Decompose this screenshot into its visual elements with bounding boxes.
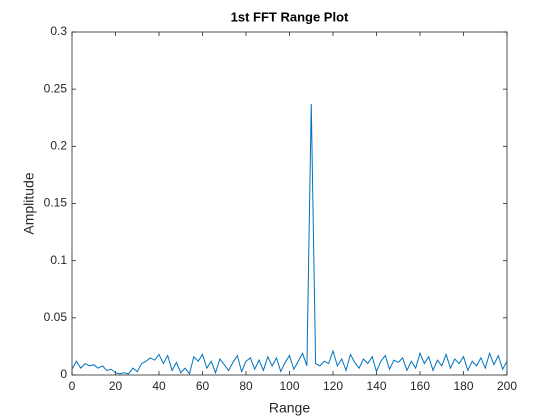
y-tick-label: 0.2 <box>50 139 67 153</box>
y-tick-label: 0 <box>60 367 67 381</box>
y-axis-label: Amplitude <box>21 172 37 234</box>
x-tick-label: 80 <box>239 379 253 393</box>
x-tick-label: 160 <box>410 379 430 393</box>
x-axis-label: Range <box>269 400 310 416</box>
x-tick-label: 60 <box>196 379 210 393</box>
x-tick-label: 180 <box>453 379 473 393</box>
x-tick-label: 0 <box>69 379 76 393</box>
y-tick-label: 0.15 <box>44 196 68 210</box>
x-tick-label: 40 <box>152 379 166 393</box>
x-tick-label: 100 <box>279 379 299 393</box>
x-tick-label: 140 <box>366 379 386 393</box>
plot-box <box>71 31 508 376</box>
y-tick-label: 0.3 <box>50 24 67 38</box>
chart-title: 1st FFT Range Plot <box>231 9 349 24</box>
x-tick-label: 120 <box>323 379 343 393</box>
data-line <box>71 104 508 375</box>
x-tick-label: 20 <box>109 379 123 393</box>
y-tick-label: 0.05 <box>44 310 68 324</box>
y-tick-label: 0.25 <box>44 81 68 95</box>
x-tick-label: 200 <box>497 379 517 393</box>
y-tick-label: 0.1 <box>50 253 67 267</box>
